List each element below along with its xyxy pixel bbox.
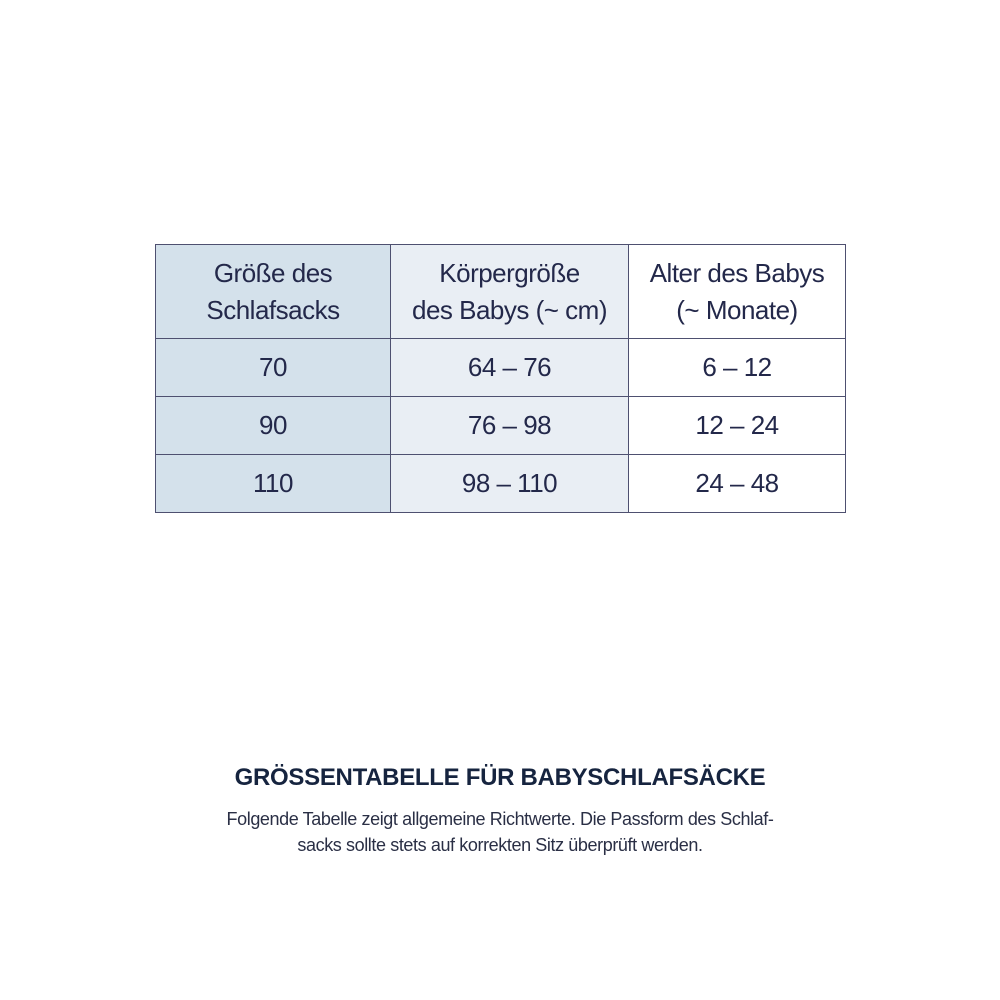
description-line: Folgende Tabelle zeigt allgemeine Richtw… <box>226 809 774 829</box>
header-line: Schlafsacks <box>206 294 340 325</box>
header-line: Größe des <box>213 257 333 288</box>
table-row: 70 64 – 76 6 – 12 <box>155 338 846 397</box>
caption-description: Folgende Tabelle zeigt allgemeine Richtw… <box>180 806 820 858</box>
cell-height: 76 – 98 <box>390 396 629 455</box>
header-line: Alter des Babys <box>649 257 825 288</box>
cell-age: 6 – 12 <box>628 338 846 397</box>
table-row: 110 98 – 110 24 – 48 <box>155 454 846 513</box>
header-line: des Babys (~ cm) <box>411 294 608 325</box>
caption-title: GRÖSSENTABELLE FÜR BABYSCHLAFSÄCKE <box>234 764 766 791</box>
header-line: Körpergröße <box>439 257 580 288</box>
header-baby-age: Alter des Babys (~ Monate) <box>628 244 846 339</box>
header-line: (~ Monate) <box>676 294 798 325</box>
cell-age: 12 – 24 <box>628 396 846 455</box>
cell-size: 110 <box>155 454 391 513</box>
header-sleeping-bag-size: Größe des Schlafsacks <box>155 244 391 339</box>
cell-age: 24 – 48 <box>628 454 846 513</box>
cell-height: 64 – 76 <box>390 338 629 397</box>
header-body-height: Körpergröße des Babys (~ cm) <box>390 244 629 339</box>
cell-size: 70 <box>155 338 391 397</box>
size-table: Größe des Schlafsacks Körpergröße des Baby… <box>155 244 846 513</box>
cell-size: 90 <box>155 396 391 455</box>
description-line: sacks sollte stets auf korrekten Sitz üb… <box>297 835 703 855</box>
table-row: 90 76 – 98 12 – 24 <box>155 396 846 455</box>
table-header-row: Größe des Schlafsacks Körpergröße des Baby… <box>155 244 846 339</box>
cell-height: 98 – 110 <box>390 454 629 513</box>
